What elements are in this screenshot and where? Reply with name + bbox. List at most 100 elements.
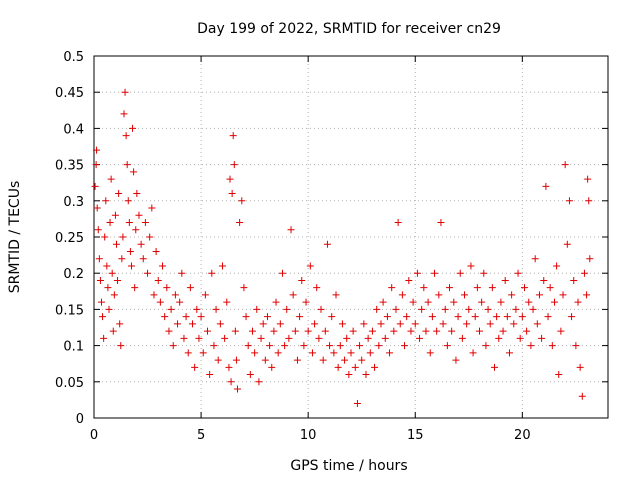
- data-point: [544, 313, 552, 321]
- data-point: [199, 349, 207, 357]
- data-point: [561, 161, 569, 169]
- data-point: [443, 342, 451, 350]
- data-point: [95, 255, 103, 263]
- data-point: [426, 349, 434, 357]
- data-point: [469, 349, 477, 357]
- data-point: [401, 342, 409, 350]
- data-point: [458, 334, 466, 342]
- x-tick-label: 0: [90, 428, 98, 443]
- data-point: [302, 298, 310, 306]
- data-point: [505, 349, 513, 357]
- data-point: [101, 233, 109, 241]
- y-tick-label: 0.45: [55, 86, 84, 101]
- data-point: [371, 363, 379, 371]
- data-point: [413, 269, 421, 277]
- y-tick-label: 0.2: [63, 267, 84, 282]
- data-point: [242, 313, 250, 321]
- data-point: [225, 363, 233, 371]
- data-point: [334, 363, 342, 371]
- data-point: [488, 284, 496, 292]
- y-tick-label: 0.05: [55, 376, 84, 391]
- data-point: [356, 342, 364, 350]
- y-tick-label: 0: [76, 412, 84, 427]
- data-point: [563, 240, 571, 248]
- data-point: [405, 276, 413, 284]
- data-point: [221, 334, 229, 342]
- data-point: [97, 298, 105, 306]
- data-point: [353, 400, 361, 408]
- data-point: [278, 269, 286, 277]
- data-point: [124, 197, 132, 205]
- data-point: [291, 327, 299, 335]
- data-point: [484, 305, 492, 313]
- data-points: [91, 88, 594, 408]
- data-point: [454, 313, 462, 321]
- data-point: [107, 175, 115, 183]
- data-point: [255, 378, 263, 386]
- data-point: [216, 320, 224, 328]
- data-point: [112, 240, 120, 248]
- data-point: [289, 291, 297, 299]
- data-point: [176, 298, 184, 306]
- data-point: [117, 342, 125, 350]
- data-point: [585, 197, 593, 205]
- data-point: [476, 327, 483, 335]
- data-point: [409, 298, 417, 306]
- data-point: [317, 305, 325, 313]
- data-point: [420, 284, 428, 292]
- data-point: [360, 320, 368, 328]
- data-point: [263, 313, 271, 321]
- data-point: [105, 305, 113, 313]
- data-point: [473, 284, 481, 292]
- data-point: [150, 291, 158, 299]
- data-point: [118, 255, 126, 263]
- data-point: [351, 363, 359, 371]
- data-point: [349, 327, 357, 335]
- data-point: [223, 298, 231, 306]
- y-axis-title: SRMTID / TECUs: [7, 181, 23, 294]
- data-point: [212, 305, 220, 313]
- data-point: [208, 269, 216, 277]
- data-point: [375, 342, 383, 350]
- data-point: [281, 342, 289, 350]
- data-point: [115, 190, 123, 198]
- data-point: [122, 132, 130, 140]
- data-point: [238, 197, 246, 205]
- data-point: [580, 269, 588, 277]
- data-point: [332, 291, 340, 299]
- data-point: [461, 291, 469, 299]
- data-point: [448, 327, 456, 335]
- data-point: [121, 88, 129, 96]
- data-point: [495, 334, 503, 342]
- data-point: [119, 233, 127, 241]
- data-point: [106, 219, 114, 227]
- data-point: [165, 327, 173, 335]
- data-point: [120, 110, 128, 118]
- data-point: [388, 284, 396, 292]
- data-point: [341, 356, 349, 364]
- data-point: [550, 298, 558, 306]
- data-point: [272, 298, 280, 306]
- data-point: [514, 269, 522, 277]
- x-axis-title: GPS time / hours: [290, 458, 407, 474]
- data-point: [398, 291, 406, 299]
- data-point: [422, 327, 430, 335]
- data-point: [125, 219, 133, 227]
- data-point: [497, 298, 505, 306]
- data-point: [531, 255, 539, 263]
- data-point: [92, 161, 100, 169]
- data-point: [116, 320, 124, 328]
- data-point: [246, 371, 254, 379]
- data-point: [510, 320, 518, 328]
- data-point: [214, 356, 222, 364]
- data-point: [139, 255, 147, 263]
- data-point: [586, 255, 594, 263]
- data-point: [248, 327, 256, 335]
- data-point: [381, 334, 389, 342]
- y-tick-label: 0.5: [63, 50, 84, 65]
- data-point: [91, 182, 99, 190]
- data-point: [293, 356, 301, 364]
- data-point: [313, 284, 321, 292]
- data-point: [565, 197, 573, 205]
- data-point: [450, 298, 458, 306]
